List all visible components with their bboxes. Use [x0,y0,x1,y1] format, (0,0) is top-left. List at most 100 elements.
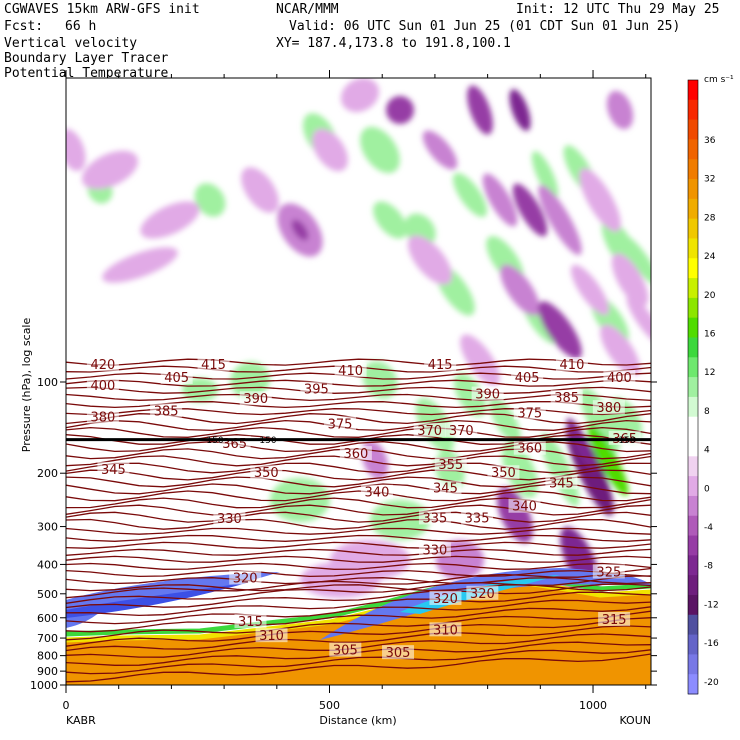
colorbar-label: 8 [704,407,710,417]
theta-label-bg [434,457,467,472]
theta-label-bg [300,381,333,396]
colorbar-swatch [688,614,698,636]
theta-label-bg [382,645,415,660]
y-tick-label: 800 [37,650,58,663]
downdraft-region [509,89,531,131]
theta-label-bg [160,369,193,384]
theta-label-bg [86,357,119,372]
updraft-region [360,126,400,174]
theta-label-bg [603,369,636,384]
theta-label: 320 [470,587,495,602]
colorbar-swatch [688,535,698,556]
theta-contour [66,569,651,578]
theta-label-bg [592,400,625,415]
colorbar-swatch [688,416,698,438]
theta-label: 315 [238,615,263,630]
theta-contour [66,562,651,570]
theta-label-bg [508,498,541,513]
theta-contour [66,497,651,509]
theta-label-bg [229,570,262,585]
theta-label: 330 [423,544,448,559]
theta-contour [66,504,651,516]
theta-contour [66,511,651,523]
colorbar-swatch [688,594,698,616]
theta-contour [66,541,651,549]
theta-label: 350 [254,466,279,481]
org-label: NCAR/MMM [276,2,339,17]
colorbar-swatch [688,80,698,101]
downdraft-region [570,264,610,316]
theta-label: 305 [386,646,411,661]
colorbar-swatch [688,476,698,497]
y-axis-label: Pressure (hPa), log scale [20,318,33,453]
theta-label-bg [487,465,520,480]
colorbar-swatch [688,337,698,358]
y-tick-label: 700 [37,632,58,645]
fcst-value: 66 h [65,19,97,34]
theta-label-bg [545,475,578,490]
theta-label: 410 [560,358,585,373]
y-tick-label: 600 [37,612,58,625]
downdraft-region [460,334,500,386]
theta-label-bg [555,357,588,372]
colorbar-units: cm s⁻¹ [704,75,734,85]
theta-label: 320 [433,592,458,607]
theta-label-bg [513,405,546,420]
colorbar-label: -12 [704,600,719,610]
theta-label-bg [429,480,462,495]
theta-label-bg [324,416,357,431]
theta-contour [66,625,651,652]
theta-contour [66,548,651,556]
colorbar-swatch [688,218,698,239]
theta-label: 340 [512,500,537,515]
theta-contour [66,555,651,563]
theta-label: 385 [154,404,179,419]
colorbar-swatch [688,119,698,140]
theta-contour [66,610,651,641]
updraft-region [373,201,407,239]
colorbar-swatch [688,99,698,121]
theta-contour [66,649,651,675]
theta-label: 370 [417,424,442,439]
theta-contour [66,358,651,366]
theta-label-bg [234,614,267,629]
updraft-region [621,235,651,285]
colorbar-label: -8 [704,562,713,572]
colorbar-swatch [688,495,698,517]
downdraft-region [538,301,582,359]
theta-label: 345 [549,476,574,491]
theta-label-bg [471,386,504,401]
theta-label: 390 [475,388,500,403]
theta-contour [66,606,651,633]
colorbar-label: 28 [704,213,716,223]
theta-label-bg [334,363,367,378]
theta-contour [66,567,651,599]
colorbar-label: -16 [704,639,719,649]
theta-contour [66,441,651,453]
downdraft-region [579,168,621,232]
y-tick-label: 500 [37,588,58,601]
theta-label-bg [86,409,119,424]
colorbar-label: -20 [704,678,719,688]
downdraft-region [140,201,200,239]
theta-label-bg [513,440,546,455]
colorbar-swatch [688,179,698,200]
theta-label-bg [429,622,462,637]
updraft-region [370,500,430,540]
updraft-region [601,218,639,272]
theta-label: 410 [338,364,363,379]
downdraft-region [500,264,540,316]
theta-contour [66,617,651,647]
field-potential-temperature: Potential Temperature [4,66,169,81]
theta-label-bg [461,510,494,525]
colorbar-label: 32 [704,175,715,185]
downdraft-region [407,235,453,285]
colorbar-swatch [688,258,698,279]
theta-label: 340 [365,486,390,501]
y-tick-label: 900 [37,665,58,678]
theta-label: 315 [602,613,627,628]
theta-label-bg [429,590,462,605]
station-right-label: KOUN [619,714,651,727]
theta-label: 310 [433,623,458,638]
theta-label: 370 [449,424,474,439]
